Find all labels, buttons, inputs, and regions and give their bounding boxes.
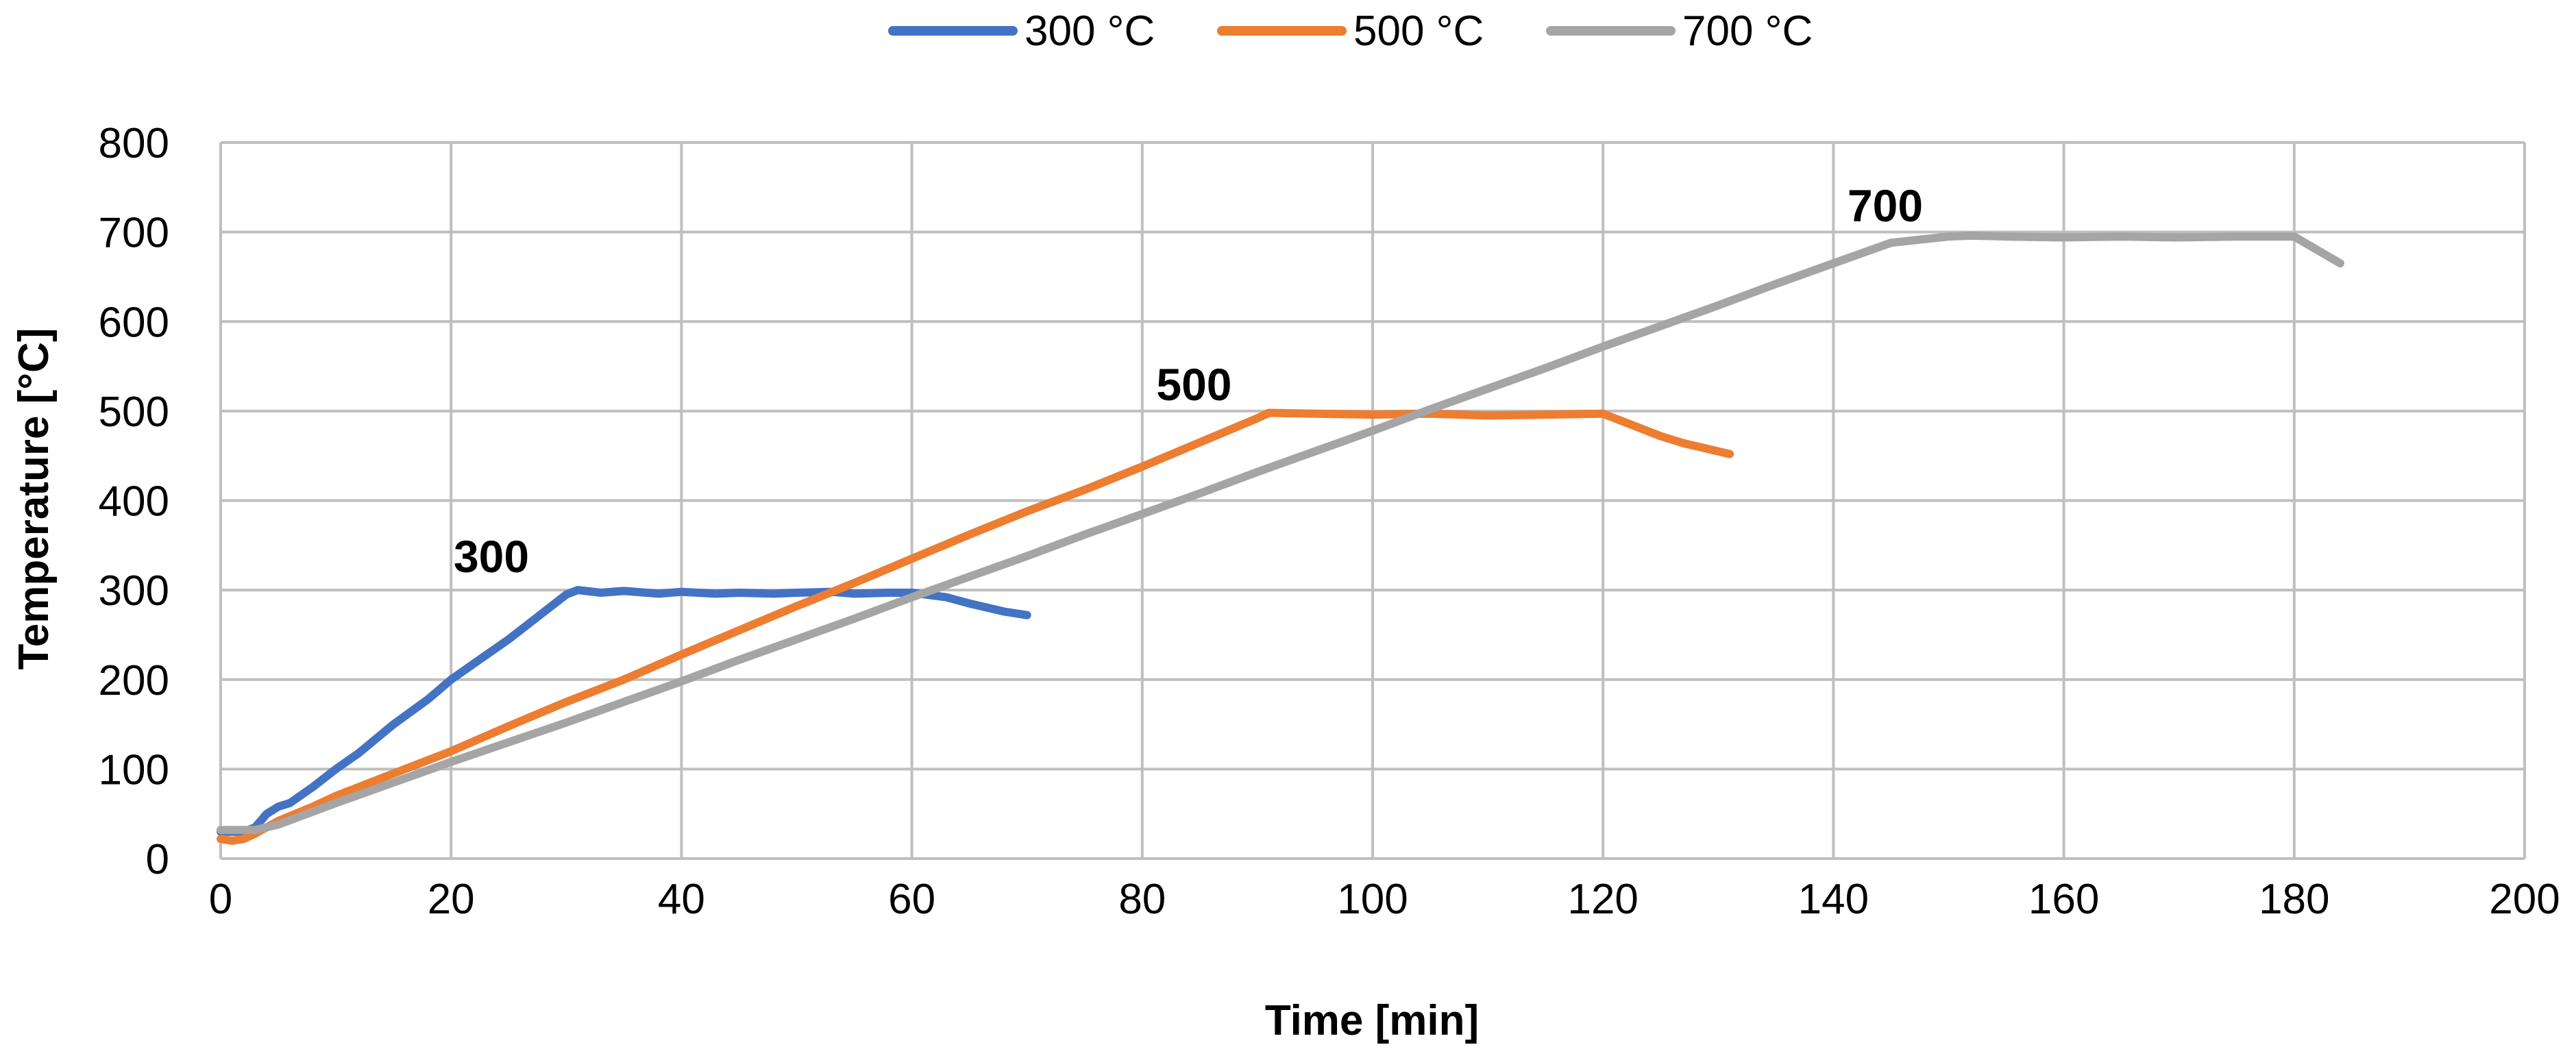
legend-label-1: 300 °C [1025, 8, 1155, 55]
legend: 300 °C 500 °C 700 °C [888, 8, 1813, 55]
y-axis-ticks: 0 100 200 300 400 500 600 700 800 [99, 120, 169, 883]
x-axis-ticks: 0 20 40 60 80 100 120 140 160 180 200 [209, 876, 2560, 923]
x-tick-label: 60 [888, 876, 935, 923]
legend-label-3: 700 °C [1682, 8, 1813, 55]
x-axis-title: Time [min] [1265, 997, 1479, 1044]
y-tick-label: 0 [146, 836, 169, 883]
y-tick-label: 100 [99, 746, 169, 794]
y-tick-label: 200 [99, 657, 169, 704]
y-tick-label: 700 [99, 210, 169, 257]
y-axis-title: Temperature [°C] [10, 328, 58, 669]
x-tick-label: 20 [428, 876, 475, 923]
x-tick-label: 200 [2489, 876, 2560, 923]
series-line-3 [217, 231, 2344, 835]
grid [219, 141, 2526, 860]
series-annotation: 700 [1848, 180, 1923, 231]
annotations: 300 500 700 [454, 180, 1923, 582]
x-tick-label: 160 [2028, 876, 2099, 923]
x-tick-label: 180 [2259, 876, 2329, 923]
series-line-2 [217, 408, 1734, 845]
y-tick-label: 500 [99, 389, 169, 436]
x-tick-label: 140 [1798, 876, 1869, 923]
series-lines [217, 231, 2344, 845]
x-tick-label: 80 [1118, 876, 1166, 923]
x-tick-label: 0 [209, 876, 232, 923]
series-line-1 [217, 586, 1031, 836]
y-tick-label: 300 [99, 567, 169, 615]
series-annotation: 300 [454, 531, 529, 582]
y-tick-label: 400 [99, 478, 169, 526]
y-tick-label: 800 [99, 120, 169, 167]
x-tick-label: 120 [1567, 876, 1638, 923]
y-tick-label: 600 [99, 299, 169, 346]
legend-label-2: 500 °C [1353, 8, 1484, 55]
x-tick-label: 40 [658, 876, 705, 923]
x-tick-label: 100 [1337, 876, 1408, 923]
series-annotation: 500 [1156, 359, 1231, 410]
